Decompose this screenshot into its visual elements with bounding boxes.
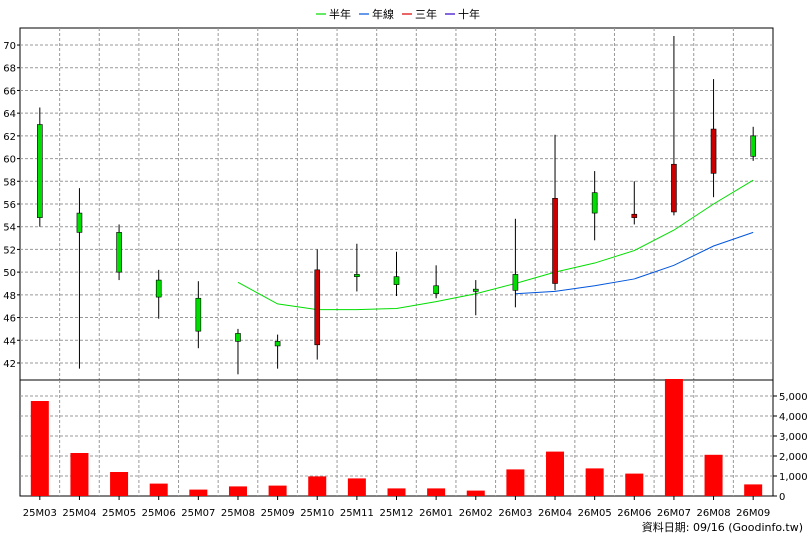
price-grid — [20, 28, 773, 380]
candle-body — [710, 128, 717, 174]
volume-bars — [30, 379, 763, 496]
price-tick-label: 70 — [3, 41, 16, 52]
ma-line-1 — [515, 231, 754, 295]
x-tick-label: 26M09 — [736, 508, 770, 519]
price-tick-label: 68 — [3, 64, 16, 75]
volume-bar — [466, 490, 485, 496]
volume-bar — [506, 469, 525, 496]
volume-bar — [149, 483, 168, 496]
x-tick-label: 26M01 — [419, 508, 453, 519]
volume-tick-label: 3,000 — [779, 432, 808, 443]
volume-grid — [20, 380, 773, 496]
price-tick-label: 54 — [3, 223, 16, 234]
ma-line-0 — [237, 179, 754, 311]
volume-plot-area — [19, 379, 774, 497]
candle-body — [591, 192, 598, 214]
volume-bar — [427, 488, 446, 496]
candle-body — [76, 212, 83, 233]
volume-bar — [625, 473, 644, 496]
volume-tick-label: 5,000 — [779, 392, 808, 403]
volume-bar — [704, 454, 723, 496]
volume-bar — [30, 401, 49, 496]
candle-body — [354, 274, 360, 277]
x-tick-label: 26M07 — [657, 508, 691, 519]
x-tick-label: 26M05 — [578, 508, 612, 519]
x-tick-label: 25M06 — [142, 508, 176, 519]
price-tick-label: 50 — [3, 268, 16, 279]
price-tick-label: 56 — [3, 200, 16, 211]
candle-body — [37, 124, 43, 218]
legend-label-0: 半年 — [329, 7, 351, 21]
x-tick-label: 25M09 — [261, 508, 295, 519]
candle-body — [750, 135, 756, 157]
price-tick-label: 58 — [3, 177, 16, 188]
x-tick-label: 25M04 — [62, 508, 96, 519]
volume-bar — [308, 476, 327, 496]
volume-axis-ticks: 0 1,000 2,000 3,000 4,000 5,000 — [773, 392, 808, 503]
x-tick-label: 25M12 — [379, 508, 413, 519]
price-tick-label: 48 — [3, 291, 16, 302]
x-tick-label: 26M04 — [538, 508, 572, 519]
candle-body — [235, 333, 241, 342]
legend-label-1: 年線 — [372, 7, 394, 21]
candle-body — [116, 232, 122, 273]
x-axis-ticks: 25M03 25M04 25M05 25M06 25M07 25M08 25M09 25M10… — [23, 496, 770, 519]
volume-tick-label: 4,000 — [779, 412, 808, 423]
legend: 半年 年線 三年 十年 — [316, 7, 480, 21]
candle-body — [433, 285, 439, 295]
x-tick-label: 26M02 — [459, 508, 493, 519]
x-tick-label: 25M10 — [300, 508, 334, 519]
price-tick-label: 46 — [3, 314, 16, 325]
volume-bar — [744, 484, 763, 496]
price-tick-label: 42 — [3, 359, 16, 370]
candle-body — [472, 288, 479, 292]
moving-average-lines — [237, 179, 754, 311]
volume-bar — [228, 486, 247, 496]
candle-body — [274, 341, 281, 347]
volume-bar — [546, 451, 565, 496]
price-tick-label: 66 — [3, 86, 16, 97]
price-tick-label: 60 — [3, 155, 16, 166]
legend-label-2: 三年 — [415, 7, 437, 21]
candle-body — [552, 198, 558, 284]
volume-tick-label: 0 — [779, 492, 785, 503]
price-tick-label: 44 — [3, 336, 16, 347]
price-tick-label: 62 — [3, 132, 16, 143]
candle-body — [671, 163, 677, 213]
volume-bar — [387, 488, 406, 496]
candle-body — [393, 276, 400, 285]
volume-tick-label: 2,000 — [779, 452, 808, 463]
candlesticks — [37, 35, 756, 375]
x-tick-label: 26M03 — [498, 508, 532, 519]
volume-bar — [189, 489, 208, 496]
x-tick-label: 25M05 — [102, 508, 136, 519]
candle-body — [195, 297, 202, 332]
volume-bar — [110, 472, 129, 496]
volume-bar — [664, 379, 683, 496]
volume-bar — [268, 485, 287, 496]
x-tick-label: 25M03 — [23, 508, 57, 519]
candle-body — [631, 213, 638, 218]
volume-bar — [70, 453, 89, 496]
x-tick-label: 25M11 — [340, 508, 374, 519]
x-tick-label: 25M07 — [181, 508, 215, 519]
legend-label-3: 十年 — [458, 7, 480, 21]
candle-body — [155, 279, 162, 298]
volume-bar — [585, 468, 604, 496]
x-tick-label: 26M06 — [617, 508, 651, 519]
price-axis-ticks: 42 44 46 48 50 52 54 56 58 60 62 64 66 68 70 — [3, 41, 20, 370]
price-tick-label: 64 — [3, 109, 16, 120]
candle-body — [512, 274, 519, 291]
volume-tick-label: 1,000 — [779, 472, 808, 483]
x-tick-label: 25M08 — [221, 508, 255, 519]
candle-body — [314, 269, 321, 346]
x-tick-label: 26M08 — [697, 508, 731, 519]
data-date-footer: 資料日期: 09/16 (Goodinfo.tw) — [642, 520, 803, 534]
volume-bar — [347, 478, 366, 496]
price-tick-label: 52 — [3, 245, 16, 256]
